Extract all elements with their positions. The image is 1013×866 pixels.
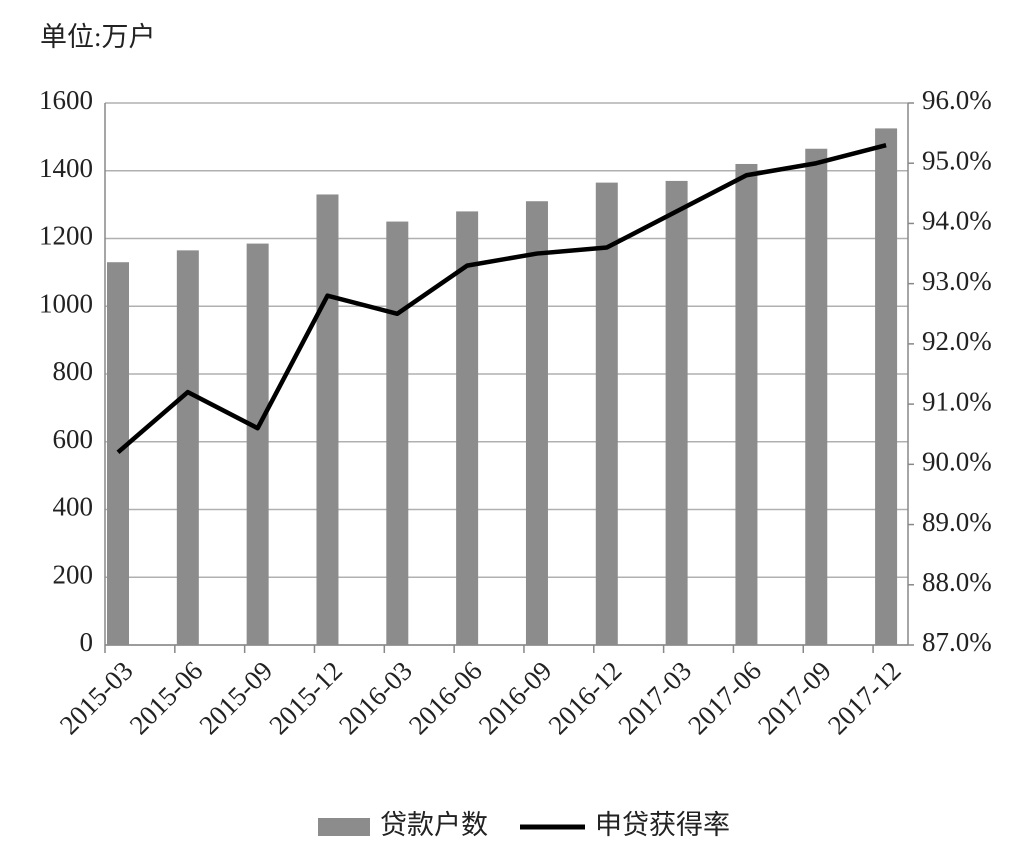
- bar: [805, 148, 828, 645]
- x-tick-label: 2017-09: [752, 655, 837, 740]
- y2-tick-label: 91.0%: [922, 386, 992, 416]
- y2-tick-label: 92.0%: [922, 326, 992, 356]
- y2-tick-label: 93.0%: [922, 266, 992, 296]
- legend-swatch: [318, 818, 370, 836]
- y-tick-label: 200: [53, 559, 94, 589]
- legend-label: 贷款户数: [380, 810, 488, 840]
- y-tick-label: 1000: [39, 288, 93, 318]
- y2-tick-label: 87.0%: [922, 627, 992, 657]
- x-tick-label: 2016-03: [333, 655, 418, 740]
- x-tick-label: 2015-03: [54, 655, 139, 740]
- bar: [875, 128, 898, 645]
- bar: [735, 163, 758, 645]
- y2-tick-label: 94.0%: [922, 206, 992, 236]
- x-tick-label: 2015-09: [193, 655, 278, 740]
- x-tick-label: 2016-09: [473, 655, 558, 740]
- y-tick-label: 1200: [39, 221, 93, 251]
- x-tick-label: 2015-12: [263, 655, 348, 740]
- bar: [316, 194, 339, 645]
- legend-label: 申贷获得率: [595, 810, 730, 840]
- bar: [386, 221, 409, 645]
- bar: [246, 243, 269, 646]
- y-tick-label: 800: [53, 356, 94, 386]
- x-tick-label: 2016-06: [403, 655, 488, 740]
- bar: [176, 250, 199, 645]
- y2-tick-label: 88.0%: [922, 567, 992, 597]
- x-tick-label: 2017-12: [822, 655, 907, 740]
- y2-tick-label: 96.0%: [922, 85, 992, 115]
- bar: [456, 211, 479, 645]
- line: [116, 142, 887, 454]
- y2-tick-label: 95.0%: [922, 145, 992, 175]
- bar: [107, 262, 129, 645]
- bar: [525, 201, 548, 646]
- x-tick-label: 2017-06: [682, 655, 767, 740]
- x-tick-label: 2017-03: [612, 655, 697, 740]
- bar: [665, 180, 688, 645]
- unit-label: 单位:万户: [40, 22, 156, 52]
- y2-tick-label: 89.0%: [922, 507, 992, 537]
- y-tick-label: 600: [53, 424, 94, 454]
- y-tick-label: 1600: [39, 85, 93, 115]
- y-tick-label: 0: [80, 627, 94, 657]
- x-tick-label: 2015-06: [124, 655, 209, 740]
- bar: [595, 182, 618, 645]
- x-tick-label: 2016-12: [543, 655, 628, 740]
- y2-tick-label: 90.0%: [922, 447, 992, 477]
- y-tick-label: 400: [53, 492, 94, 522]
- y-tick-label: 1400: [39, 153, 93, 183]
